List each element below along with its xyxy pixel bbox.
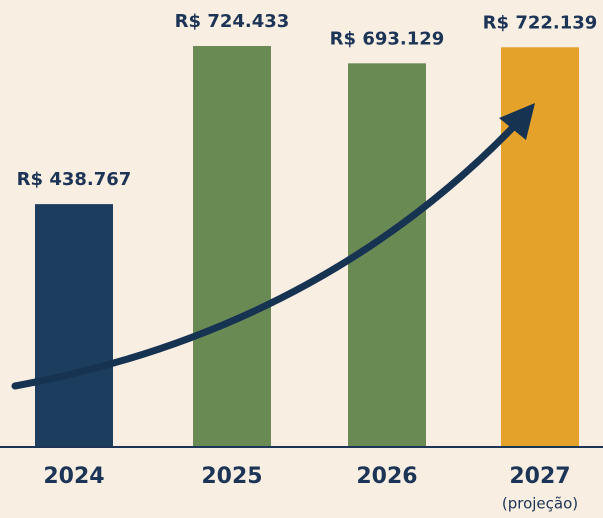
trend-arrow <box>11 116 524 390</box>
value-label: R$ 693.129 <box>330 28 445 49</box>
x-tick-label: 2024 <box>43 464 104 489</box>
x-tick-label: 2026 <box>356 464 417 489</box>
bar <box>501 47 579 448</box>
annotation: (projeção) <box>502 495 578 513</box>
bar <box>193 46 271 447</box>
arrow-head <box>499 103 535 140</box>
value-label: R$ 722.139 <box>483 12 598 33</box>
value-label: R$ 438.767 <box>17 169 132 190</box>
bars <box>35 46 579 448</box>
bar <box>35 204 113 447</box>
x-tick-label: 2027 <box>509 464 570 489</box>
value-label: R$ 724.433 <box>175 11 290 32</box>
x-tick-label: 2025 <box>201 464 262 489</box>
